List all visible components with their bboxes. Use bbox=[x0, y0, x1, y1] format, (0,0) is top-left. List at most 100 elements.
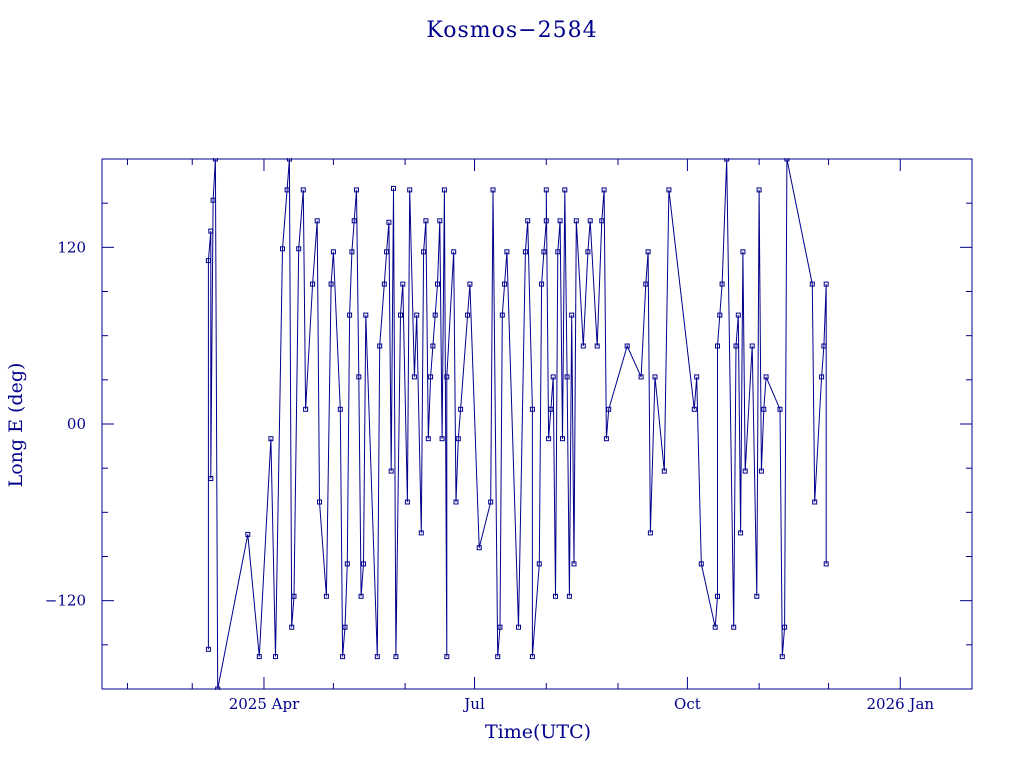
data-point bbox=[536, 561, 542, 567]
data-point bbox=[363, 312, 369, 318]
data-point bbox=[386, 219, 392, 225]
data-point bbox=[585, 249, 591, 255]
data-point bbox=[543, 187, 549, 193]
y-axis-label: Long E (deg) bbox=[5, 363, 27, 488]
data-point bbox=[286, 158, 292, 162]
data-point bbox=[763, 374, 769, 380]
data-point bbox=[661, 468, 667, 474]
data-point bbox=[351, 218, 357, 224]
data-point bbox=[749, 343, 755, 349]
data-point bbox=[344, 561, 350, 567]
data-point bbox=[215, 686, 221, 690]
data-point bbox=[377, 343, 383, 349]
data-point bbox=[731, 624, 737, 630]
data-point bbox=[465, 312, 471, 318]
data-point bbox=[398, 312, 403, 318]
y-tick-label: 00 bbox=[67, 415, 86, 433]
data-point bbox=[467, 281, 473, 287]
data-point bbox=[280, 246, 285, 252]
data-point bbox=[488, 499, 494, 505]
data-point bbox=[451, 249, 457, 255]
data-point bbox=[354, 187, 359, 193]
data-point bbox=[546, 436, 552, 442]
data-point bbox=[384, 249, 390, 255]
data-point bbox=[603, 436, 609, 442]
data-point bbox=[550, 374, 556, 380]
data-point bbox=[349, 249, 355, 255]
data-point bbox=[476, 545, 482, 551]
data-point bbox=[273, 654, 278, 660]
data-point bbox=[777, 406, 783, 412]
data-point bbox=[715, 343, 720, 349]
data-point bbox=[539, 281, 545, 287]
data-point bbox=[643, 281, 649, 287]
data-point bbox=[435, 281, 440, 287]
data-point bbox=[310, 281, 316, 287]
data-point bbox=[499, 312, 505, 318]
data-point bbox=[553, 593, 558, 599]
data-point bbox=[691, 406, 697, 412]
data-point bbox=[439, 436, 445, 442]
data-point bbox=[504, 249, 510, 255]
data-point bbox=[823, 561, 829, 567]
data-point bbox=[330, 249, 336, 255]
data-point bbox=[268, 436, 274, 442]
data-point bbox=[418, 530, 424, 536]
data-point bbox=[525, 218, 531, 224]
data-point bbox=[205, 646, 211, 652]
data-point bbox=[374, 654, 380, 660]
data-point bbox=[245, 531, 251, 537]
data-point bbox=[761, 406, 767, 412]
data-point bbox=[455, 436, 461, 442]
data-point bbox=[652, 374, 658, 380]
data-point bbox=[606, 406, 612, 412]
data-point bbox=[210, 197, 216, 203]
data-point bbox=[430, 343, 436, 349]
data-point bbox=[735, 312, 741, 318]
data-point bbox=[543, 218, 549, 224]
data-point bbox=[566, 593, 572, 599]
data-point bbox=[638, 374, 644, 380]
series-line bbox=[207, 158, 827, 690]
data-point bbox=[782, 624, 788, 630]
data-point bbox=[560, 436, 565, 442]
data-point bbox=[428, 374, 434, 380]
data-point bbox=[784, 158, 790, 162]
data-point bbox=[564, 374, 570, 380]
data-point bbox=[779, 654, 785, 660]
data-point bbox=[393, 654, 399, 660]
data-point bbox=[340, 654, 346, 660]
data-point bbox=[208, 476, 214, 481]
data-point bbox=[205, 258, 211, 264]
data-point bbox=[522, 249, 528, 255]
data-point bbox=[337, 406, 343, 412]
data-point bbox=[296, 246, 302, 252]
data-point bbox=[548, 406, 554, 412]
data-point bbox=[381, 281, 387, 287]
data-point bbox=[323, 593, 329, 599]
axis-ticks bbox=[102, 159, 972, 689]
data-point bbox=[400, 281, 406, 287]
data-point bbox=[601, 187, 607, 193]
data-point bbox=[594, 343, 600, 349]
data-point bbox=[502, 281, 508, 287]
data-point bbox=[740, 249, 746, 255]
data-point bbox=[444, 374, 450, 380]
data-point bbox=[599, 218, 605, 224]
data-point bbox=[562, 187, 568, 193]
data-point bbox=[212, 158, 218, 162]
x-tick-label: 2026 Jan bbox=[866, 695, 934, 713]
data-point bbox=[458, 406, 464, 412]
data-point bbox=[490, 187, 496, 193]
data-point bbox=[289, 624, 295, 630]
data-point bbox=[812, 499, 818, 505]
data-point bbox=[529, 406, 535, 412]
data-point bbox=[208, 228, 214, 234]
data-point bbox=[694, 374, 700, 380]
data-point bbox=[624, 343, 630, 349]
x-tick-label: Oct bbox=[674, 695, 701, 713]
plot-area bbox=[101, 158, 973, 690]
data-point bbox=[453, 499, 459, 505]
data-point bbox=[358, 593, 364, 599]
data-point bbox=[666, 187, 672, 193]
